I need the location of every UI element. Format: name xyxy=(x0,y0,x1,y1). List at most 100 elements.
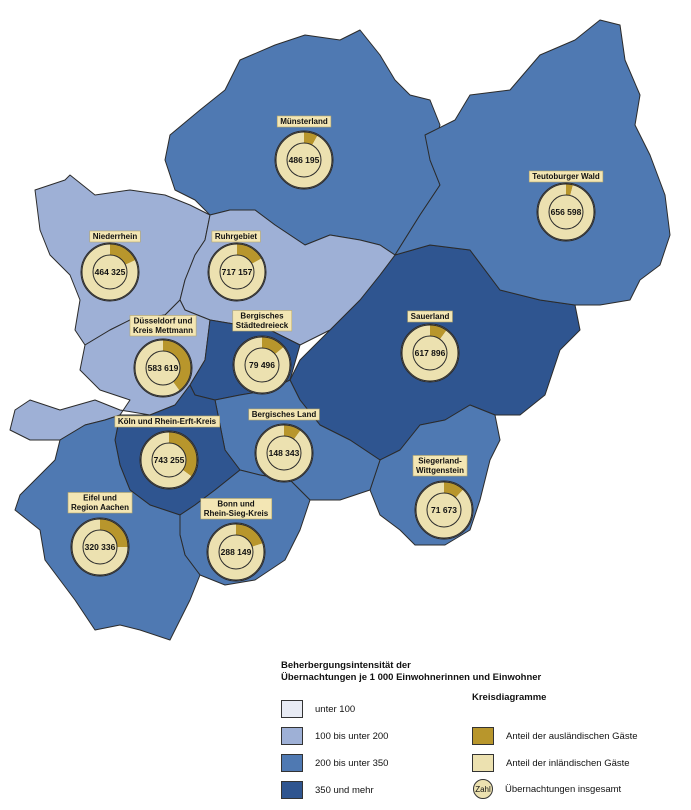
legend-total-circle-icon: Zahl xyxy=(473,779,493,799)
region-3-total-value: 464 325 xyxy=(95,267,126,277)
region-2-pie-slice-foreign xyxy=(566,184,573,196)
region-8-label-box xyxy=(114,415,220,428)
region-7-label-box xyxy=(407,310,453,323)
legend-swatch-class-2 xyxy=(281,727,303,745)
legend-title: Beherbergungsintensität der Übernachtung… xyxy=(281,660,541,684)
region-8-label: Köln und Rhein-Erft-Kreis xyxy=(114,415,220,428)
region-9-pie-rim xyxy=(255,424,313,482)
region-11-label-text: Region Aachen xyxy=(71,503,129,512)
region-1-label-box xyxy=(276,115,332,128)
region-12-pie-rim xyxy=(207,523,265,581)
legend-class-2: 100 bis unter 200 xyxy=(281,727,388,745)
region-1-label-text: Münsterland xyxy=(280,117,328,126)
region-4-pie-slice-domestic xyxy=(209,244,265,301)
legend-swatch-domestic xyxy=(472,754,494,772)
region-4-total-value: 717 157 xyxy=(222,267,253,277)
region-3-pie-slice-foreign xyxy=(110,244,136,265)
region-8-pie-rim xyxy=(140,431,198,489)
region-3-pie-slice-domestic xyxy=(81,244,138,300)
legend-class-3-label: 200 bis unter 350 xyxy=(315,757,389,769)
region-4-label: Ruhrgebiet xyxy=(211,230,261,243)
region-10-label-box xyxy=(412,455,468,477)
region-3-pie-center xyxy=(92,254,128,290)
region-9-label: Bergisches Land xyxy=(248,408,320,421)
legend-swatch-foreign xyxy=(472,727,494,745)
region-1-pie-center xyxy=(286,142,322,178)
region-10-pie-slice-foreign xyxy=(444,482,464,498)
region-12-label-box xyxy=(200,498,273,520)
region-9-pie-center xyxy=(266,435,302,471)
region-10-pie-rim xyxy=(415,481,473,539)
region-6-label-box xyxy=(232,310,293,332)
region-6-pie-slice-domestic xyxy=(234,337,291,394)
region-4-label-text: Ruhrgebiet xyxy=(215,232,258,241)
legend-class-3: 200 bis unter 350 xyxy=(281,754,388,772)
region-11-pie-center xyxy=(82,529,118,565)
region-4-pie-slice-foreign xyxy=(237,244,262,264)
region-12-pie-center xyxy=(218,534,254,570)
region-6-label-text: Städtedreieck xyxy=(236,321,289,330)
region-10-total-value: 71 673 xyxy=(431,505,457,515)
region-9-label-box xyxy=(248,408,320,421)
region-6-pie-slice-foreign xyxy=(262,337,284,355)
region-9-label-text: Bergisches Land xyxy=(252,410,317,419)
region-2-label-box xyxy=(528,170,604,183)
legend-class-1-label: unter 100 xyxy=(315,703,356,715)
region-1-pie-slice-domestic xyxy=(276,132,332,189)
region-1-label: Münsterland xyxy=(276,115,332,128)
region-8-total-value: 743 255 xyxy=(154,455,185,465)
region-3-label-box xyxy=(89,230,141,243)
region-8-label-text: Köln und Rhein-Erft-Kreis xyxy=(118,417,217,426)
legend-swatch-class-1 xyxy=(281,700,303,718)
region-7-pie-center xyxy=(412,335,448,371)
region-8-pie-center xyxy=(151,442,187,478)
nrw-map: 486 195 656 598 464 325 717 157 583 619 79 49… xyxy=(9,19,671,641)
legend-class-2-label: 100 bis unter 200 xyxy=(315,730,389,742)
region-6-pie-rim xyxy=(233,336,291,394)
region-5-pie-center xyxy=(145,350,181,386)
legend-title-line1: Beherbergungsintensität der xyxy=(281,660,411,671)
region-12-total-value: 288 149 xyxy=(221,547,252,557)
region-5-label-text: Düsseldorf und xyxy=(134,317,193,326)
region-7-total-value: 617 896 xyxy=(415,348,446,358)
region-2-pie-slice-domestic xyxy=(538,184,595,241)
region-2-total-value: 656 598 xyxy=(551,207,582,217)
region-5-total-value: 583 619 xyxy=(148,363,179,373)
region-11-total-value: 320 336 xyxy=(85,542,116,552)
legend-class-4-label: 350 und mehr xyxy=(315,784,374,796)
region-10-pie-center xyxy=(426,492,462,528)
region-7-label: Sauerland xyxy=(407,310,453,323)
region-11-label-text: Eifel und xyxy=(83,494,117,503)
region-7-pie-rim xyxy=(401,324,459,382)
region-2-pie-center xyxy=(548,194,584,230)
region-12-pie-slice-foreign xyxy=(236,524,263,547)
region-10-label: Siegerland-Wittgenstein xyxy=(412,455,468,477)
region-7-label-text: Sauerland xyxy=(411,312,450,321)
legend-class-4: 350 und mehr xyxy=(281,781,374,799)
legend-pie-domestic: Anteil der inländischen Gäste xyxy=(472,754,630,772)
legend-pie-foreign: Anteil der ausländischen Gäste xyxy=(472,727,638,745)
region-7-pie-slice-domestic xyxy=(401,325,458,382)
region-4-label-box xyxy=(211,230,261,243)
region-11-label-box xyxy=(67,492,133,514)
region-10-label-text: Wittgenstein xyxy=(416,466,464,475)
legend-pie-total: Zahl Übernachtungen insgesamt xyxy=(473,779,621,799)
region-9-pie-slice-foreign xyxy=(284,425,301,440)
region-11-pie-slice-domestic xyxy=(72,519,128,575)
region-5-pie-slice-foreign xyxy=(163,340,192,391)
region-1-total-value: 486 195 xyxy=(289,155,320,165)
legend-title-line2: Übernachtungen je 1 000 Einwohnerinnen u… xyxy=(281,672,542,683)
region-4-pie-center xyxy=(219,254,255,290)
region-5-pie-slice-domestic xyxy=(135,340,180,397)
region-2-label: Teutoburger Wald xyxy=(528,170,604,183)
region-7-pie-slice-foreign xyxy=(430,325,447,340)
region-6-pie-center xyxy=(244,347,280,383)
region-12-pie-slice-domestic xyxy=(208,524,264,580)
region-6-total-value: 79 496 xyxy=(249,360,275,370)
region-3-pie-rim xyxy=(81,243,139,301)
region-1-pie-rim xyxy=(275,131,333,189)
region-3-label: Niederrhein xyxy=(89,230,141,243)
